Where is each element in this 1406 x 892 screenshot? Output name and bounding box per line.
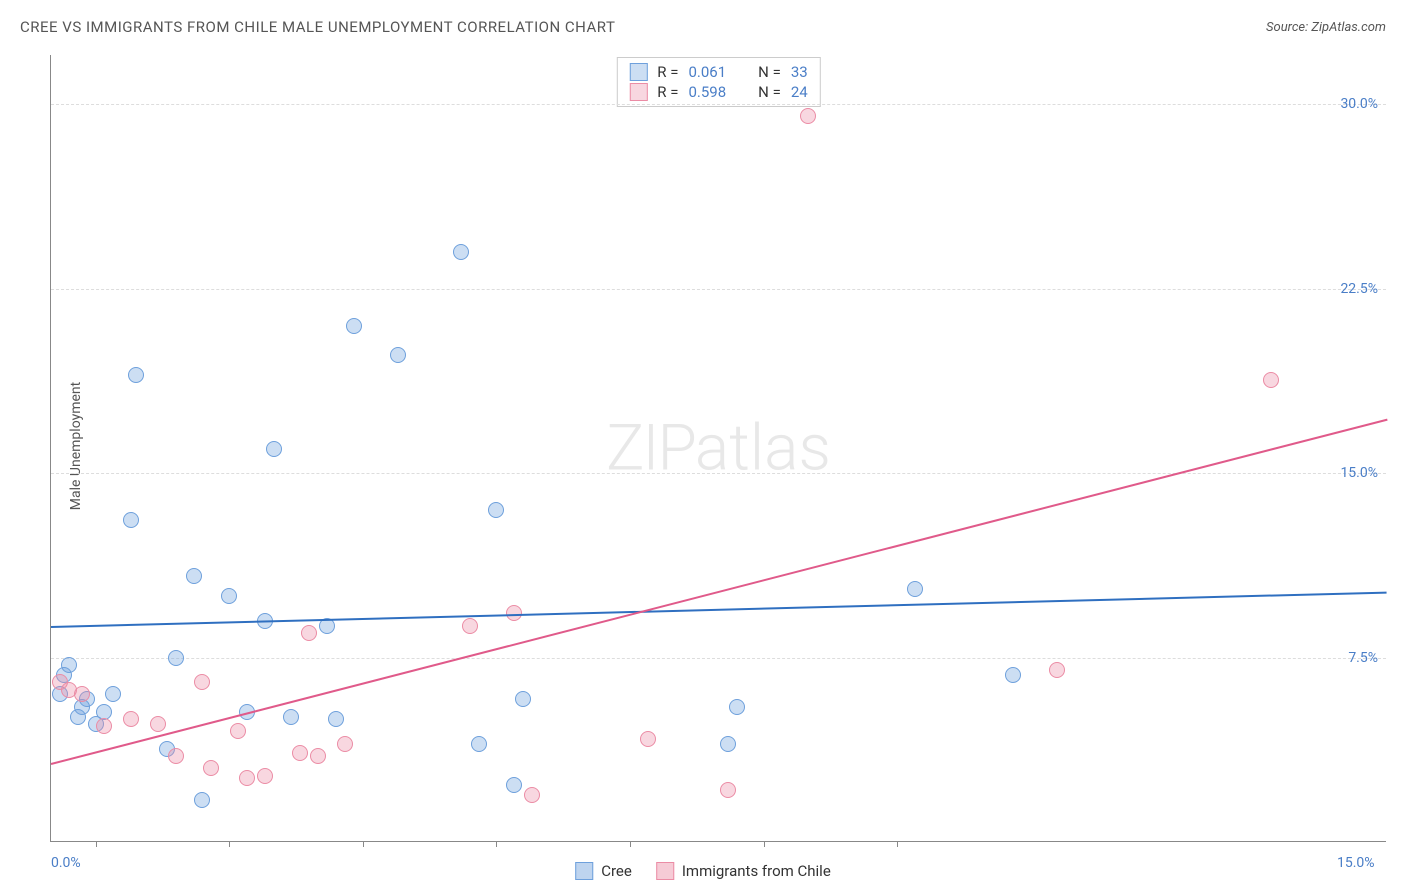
data-point [96,718,112,734]
data-point [720,782,736,798]
stats-legend: R = 0.061 N = 33 R = 0.598 N = 24 [616,57,820,107]
y-tick-label: 22.5% [1340,281,1378,297]
data-point [471,736,487,752]
y-tick-label: 7.5% [1348,650,1378,666]
data-point [301,625,317,641]
trend-line [51,419,1387,765]
data-point [453,244,469,260]
data-point [346,318,362,334]
chart-header: CREE VS IMMIGRANTS FROM CHILE MALE UNEMP… [20,18,1386,36]
data-point [168,748,184,764]
data-point [640,731,656,747]
bottom-legend: Cree Immigrants from Chile [575,862,831,880]
source-label: Source: ZipAtlas.com [1266,20,1386,35]
y-tick-label: 15.0% [1340,465,1378,481]
gridline [51,289,1386,290]
data-point [186,568,202,584]
legend-swatch [575,862,593,880]
data-point [1049,662,1065,678]
data-point [524,787,540,803]
stat-r-value: 0.061 [688,63,726,81]
data-point [1005,667,1021,683]
data-point [123,711,139,727]
gridline [51,658,1386,659]
data-point [800,108,816,124]
legend-swatch [629,63,647,81]
x-tick [363,841,364,847]
data-point [168,650,184,666]
gridline [51,473,1386,474]
stat-n-value: 33 [791,63,808,81]
watermark-zip: ZIP [606,411,695,486]
legend-item: Immigrants from Chile [656,862,831,880]
data-point [1263,372,1279,388]
x-tick [630,841,631,847]
data-point [292,745,308,761]
y-tick-label: 30.0% [1340,96,1378,112]
stat-r-value: 0.598 [688,83,726,101]
data-point [194,674,210,690]
data-point [506,777,522,793]
x-tick [229,841,230,847]
legend-label: Cree [601,862,632,880]
x-tick [496,841,497,847]
legend-item: Cree [575,862,632,880]
x-tick-label: 0.0% [51,855,81,871]
data-point [257,768,273,784]
stats-legend-row: R = 0.598 N = 24 [617,82,819,102]
stats-legend-row: R = 0.061 N = 33 [617,62,819,82]
data-point [283,709,299,725]
x-tick [764,841,765,847]
data-point [128,367,144,383]
data-point [150,716,166,732]
data-point [123,512,139,528]
data-point [221,588,237,604]
x-tick [897,841,898,847]
data-point [720,736,736,752]
data-point [96,704,112,720]
x-tick-label: 15.0% [1337,855,1375,871]
plot-area: ZIPatlas R = 0.061N = 33R = 0.598N = 24 … [50,55,1386,842]
data-point [105,686,121,702]
stat-r-label: R = [657,83,678,101]
watermark: ZIPatlas [606,411,831,486]
data-point [462,618,478,634]
data-point [328,711,344,727]
x-tick [96,841,97,847]
stat-n-label: N = [758,83,781,101]
data-point [729,699,745,715]
legend-swatch [656,862,674,880]
data-point [194,792,210,808]
data-point [310,748,326,764]
data-point [74,686,90,702]
data-point [390,347,406,363]
watermark-atlas: atlas [695,411,831,486]
stat-n-value: 24 [791,83,808,101]
data-point [337,736,353,752]
data-point [230,723,246,739]
data-point [61,657,77,673]
legend-label: Immigrants from Chile [682,862,831,880]
data-point [515,691,531,707]
data-point [203,760,219,776]
stat-n-label: N = [758,63,781,81]
data-point [266,441,282,457]
stat-r-label: R = [657,63,678,81]
data-point [907,581,923,597]
legend-swatch [629,83,647,101]
data-point [488,502,504,518]
data-point [239,770,255,786]
chart-title: CREE VS IMMIGRANTS FROM CHILE MALE UNEMP… [20,18,615,36]
gridline [51,104,1386,105]
trend-line [51,591,1387,627]
